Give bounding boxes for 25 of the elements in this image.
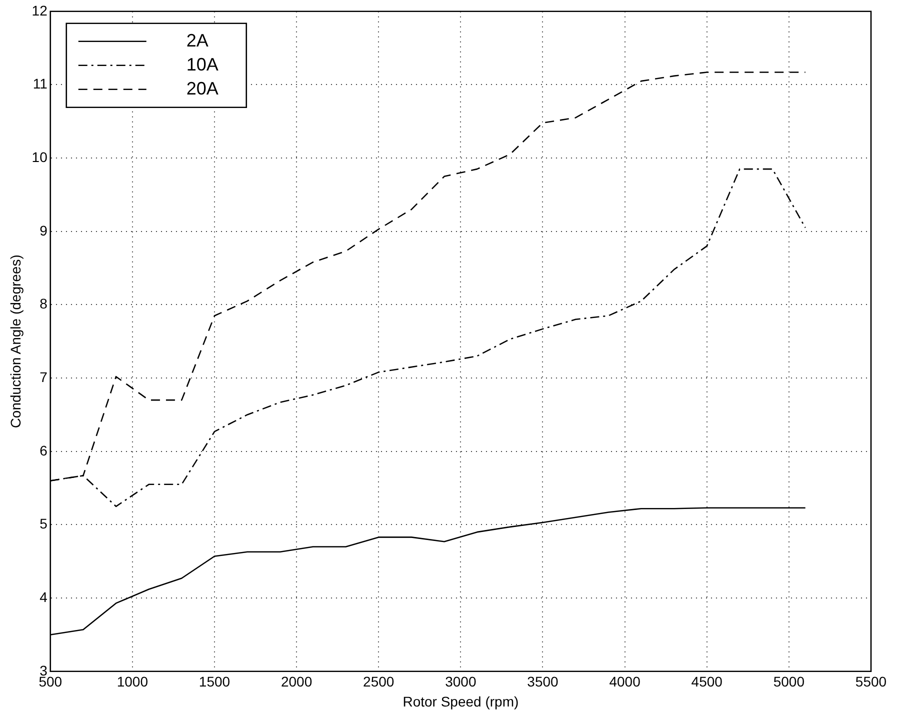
y-tick-label: 12 [32,2,48,18]
legend-label: 20A [186,78,218,98]
x-tick-label: 4000 [609,674,641,690]
legend-label: 10A [186,54,218,74]
y-tick-label: 5 [40,516,48,532]
y-tick-label: 3 [40,662,48,678]
x-tick-label: 1000 [116,674,148,690]
x-tick-label: 3500 [527,674,559,690]
y-tick-label: 11 [32,76,48,92]
legend-label: 2A [186,30,208,50]
x-tick-label: 1500 [198,674,230,690]
x-tick-label: 2000 [280,674,312,690]
x-tick-label: 4500 [691,674,723,690]
y-tick-label: 10 [32,148,48,165]
x-axis-title: Rotor Speed (rpm) [402,693,519,710]
x-tick-label: 3000 [445,674,476,690]
y-tick-label: 8 [40,296,48,312]
y-tick-label: 9 [40,222,48,238]
y-tick-label: 7 [40,368,48,385]
x-tick-label: 5000 [773,674,805,690]
y-tick-label: 6 [40,442,48,458]
y-axis-title: Conduction Angle (degrees) [7,254,24,428]
x-tick-label: 5500 [855,674,887,690]
x-tick-label: 2500 [363,674,394,690]
y-tick-label: 4 [40,588,48,605]
